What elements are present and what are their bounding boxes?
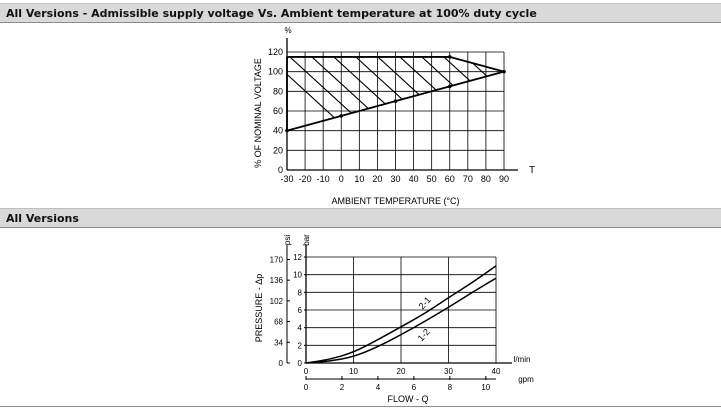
vertex-marker — [393, 99, 398, 103]
psi-tick-label: 170 — [270, 255, 284, 264]
x-tick-label: 20 — [372, 174, 382, 184]
hatch-line — [287, 56, 398, 131]
vertex-marker — [447, 84, 452, 89]
x-tick-label: 0 — [339, 174, 344, 184]
vertex-marker — [502, 69, 506, 74]
psi-unit-label: psi — [283, 235, 292, 245]
lmin-unit-label: l/min — [514, 355, 531, 364]
vertex-marker — [339, 114, 344, 118]
gpm-tick-label: 6 — [412, 383, 417, 392]
x-tick-label: 70 — [463, 174, 473, 184]
psi-tick-label: 68 — [274, 318, 283, 327]
psi-tick-label: 102 — [270, 297, 284, 306]
bar-tick-label: 10 — [293, 271, 302, 280]
x-tick-label: -30 — [280, 174, 293, 184]
hatch-line — [498, 56, 504, 131]
lmin-tick-label: 10 — [349, 367, 358, 376]
lmin-tick-label: 20 — [397, 367, 406, 376]
bar-tick-label: 0 — [298, 359, 303, 368]
gpm-unit-label: gpm — [518, 375, 534, 384]
x-tick-label: 40 — [409, 174, 419, 184]
y-axis-label: % OF NOMINAL VOLTAGE — [253, 58, 263, 168]
psi-tick-label: 0 — [279, 359, 284, 368]
x-tick-label: 10 — [354, 174, 364, 184]
y-tick-label: 20 — [273, 145, 283, 155]
lmin-tick-label: 40 — [492, 367, 501, 376]
gpm-tick-label: 0 — [304, 383, 309, 392]
y-tick-label: 100 — [268, 67, 283, 77]
hatch-line — [587, 47, 721, 175]
psi-tick-label: 136 — [270, 276, 284, 285]
voltage-temperature-chart: -30 -20 -10 0 10 20 30 40 50 60 70 80 90 0 20 40 60 80 100… — [253, 26, 721, 206]
hatch-line — [543, 47, 683, 175]
x-axis-label: FLOW - Q — [388, 394, 429, 404]
lmin-tick-label: 30 — [444, 367, 453, 376]
hatch-line — [565, 47, 705, 175]
gpm-tick-label: 4 — [376, 383, 381, 392]
x-tick-label: 50 — [427, 174, 437, 184]
lmin-tick-label: 0 — [304, 367, 309, 376]
curve-2-1 — [305, 265, 497, 364]
y-tick-label: 80 — [273, 86, 283, 96]
x-tick-label: -20 — [299, 174, 312, 184]
curve-label-2-1: 2-1 — [417, 295, 433, 311]
section-title: All Versions - Admissible supply voltage… — [6, 7, 537, 20]
section-divider — [0, 406, 721, 407]
y-tick-label: 120 — [268, 47, 283, 57]
hatch-line — [454, 56, 504, 131]
y-tick-label: 40 — [273, 126, 283, 136]
bar-tick-label: 8 — [298, 288, 303, 297]
section-title: All Versions — [6, 212, 79, 225]
hatch-line — [287, 56, 420, 131]
curve-1-2 — [305, 277, 497, 364]
bar-tick-label: 2 — [298, 341, 303, 350]
x-tick-label: -10 — [317, 174, 330, 184]
bar-tick-label: 4 — [298, 324, 303, 333]
x-tick-label: 80 — [481, 174, 491, 184]
bar-unit-label: bar — [302, 234, 311, 246]
gpm-tick-label: 8 — [448, 383, 453, 392]
section-header-voltage: All Versions - Admissible supply voltage… — [0, 3, 721, 23]
gpm-tick-label: 10 — [481, 383, 490, 392]
y-unit-label: % — [284, 26, 291, 35]
y-tick-label: 60 — [273, 106, 283, 116]
gpm-tick-label: 2 — [340, 383, 345, 392]
bar-tick-label: 6 — [298, 306, 303, 315]
bar-tick-label: 12 — [293, 253, 302, 262]
hatch-line — [521, 47, 661, 175]
psi-tick-label: 34 — [274, 338, 283, 347]
x-tick-label: 60 — [445, 174, 455, 184]
y-axis-label: PRESSURE - Δp — [254, 274, 264, 343]
y-tick-label: 0 — [278, 165, 283, 175]
x-tick-label: 30 — [390, 174, 400, 184]
vertex-marker — [447, 55, 452, 59]
section-header-all-versions: All Versions — [0, 208, 721, 228]
x-tick-label: 90 — [499, 174, 509, 184]
x-axis-label: AMBIENT TEMPERATURE (°C) — [331, 196, 459, 206]
curve-label-1-2: 1-2 — [416, 327, 432, 343]
x-axis-symbol: T — [529, 165, 535, 176]
